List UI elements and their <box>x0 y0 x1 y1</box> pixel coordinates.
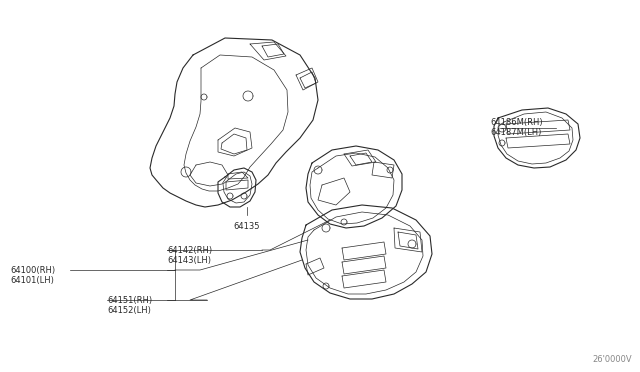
Text: 26'0000V: 26'0000V <box>593 355 632 364</box>
Text: 64100(RH)
64101(LH): 64100(RH) 64101(LH) <box>10 266 55 285</box>
Text: 64142(RH)
64143(LH): 64142(RH) 64143(LH) <box>167 246 212 265</box>
Text: 64151(RH)
64152(LH): 64151(RH) 64152(LH) <box>107 296 152 315</box>
Text: 64135: 64135 <box>234 222 260 231</box>
Text: 64186M(RH)
64187M(LH): 64186M(RH) 64187M(LH) <box>490 118 543 137</box>
